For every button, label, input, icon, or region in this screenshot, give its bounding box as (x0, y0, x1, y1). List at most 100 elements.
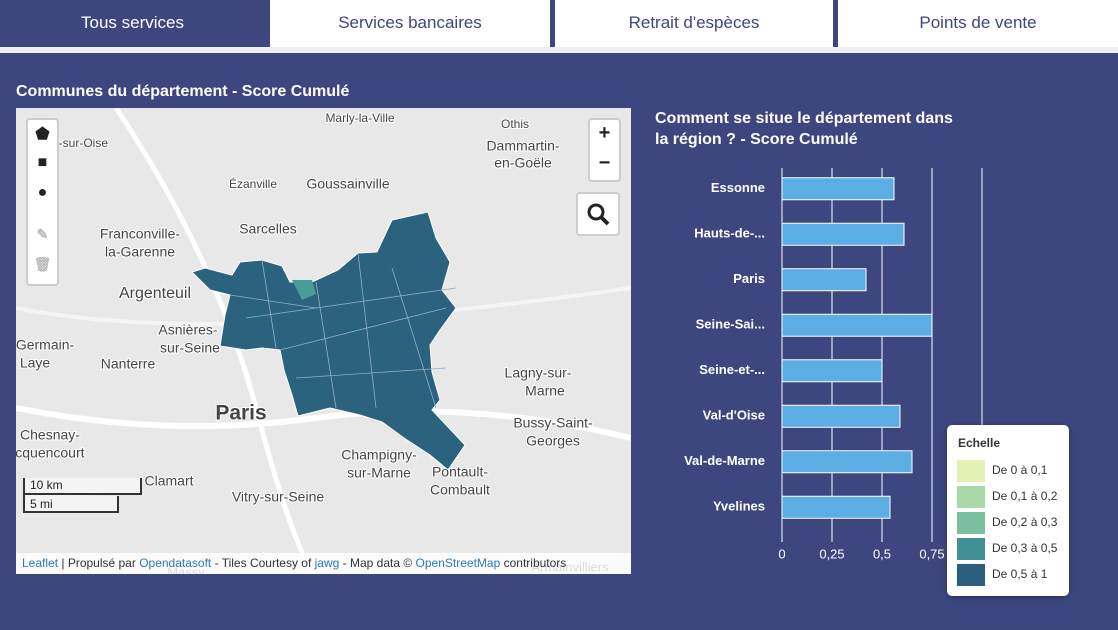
y-tick-label: Val-de-Marne (684, 453, 765, 468)
legend-swatch (957, 460, 985, 482)
legend-canvas: Echelle De 0 à 0,1 De 0,1 à 0,2 De 0,2 à 0,… (957, 436, 1058, 586)
legend-label: De 0,1 à 0,2 (992, 489, 1058, 503)
place-label: sur-Marne (347, 465, 411, 481)
bar (781, 495, 891, 519)
place-label: Vitry-sur-Seine (232, 489, 325, 505)
scale-label: 5 mi (30, 497, 53, 511)
place-label: Laye (20, 355, 51, 371)
tab-strip (0, 47, 1118, 53)
map: Marly-la-Ville Othis Méry-sur-Oise Dammarti… (16, 108, 631, 574)
y-tick-label: Seine-et-... (699, 362, 765, 377)
place-label: Clamart (144, 473, 193, 489)
legend-swatch (957, 512, 985, 534)
attribution-text[interactable]: Opendatasoft (139, 556, 212, 570)
chart-title: la région ? - Score Cumulé (655, 131, 858, 148)
commune (292, 280, 316, 300)
zoom-in[interactable]: + (598, 122, 611, 144)
zoom-control: + − (588, 118, 621, 182)
tab[interactable]: Tous services (0, 0, 265, 47)
draw-polygon[interactable]: ⬟ (35, 126, 50, 143)
place-label: Germain- (16, 337, 75, 353)
x-tick-label: 0,5 (873, 546, 891, 561)
draw-rectangle[interactable]: ■ (37, 154, 48, 171)
place-label: Georges (526, 433, 580, 449)
place-label: Bussy-Saint- (513, 415, 593, 431)
tab[interactable]: Points de vente (838, 0, 1118, 47)
place-label: Asnières- (158, 322, 217, 338)
zoom-out[interactable]: − (598, 152, 611, 174)
place-label: Nanterre (101, 356, 156, 372)
attribution-text[interactable]: jawg (314, 556, 340, 570)
search-button[interactable] (576, 192, 620, 236)
commune-borders (229, 252, 457, 409)
tab[interactable]: Retrait d'espèces (555, 0, 833, 47)
y-tick-label: Essonne (711, 180, 765, 195)
place-label: ocquencourt (16, 445, 85, 461)
legend-label: De 0 à 0,1 (992, 463, 1048, 477)
x-tick-label: 0,75 (919, 546, 944, 561)
place-label: Marne (525, 383, 565, 399)
scale-bar (23, 478, 142, 513)
bar (781, 313, 933, 337)
place-label: Combault (430, 482, 490, 498)
place-label: Argenteuil (119, 285, 191, 302)
place-label: Champigny- (341, 447, 417, 463)
legend-swatch (957, 564, 985, 586)
bar (781, 268, 867, 292)
x-tick-label: 0 (778, 546, 785, 561)
bar (781, 222, 905, 246)
place-label: la-Garenne (105, 244, 175, 260)
legend-label: De 0,3 à 0,5 (992, 541, 1058, 555)
map-title: Communes du département - Score Cumulé (16, 83, 350, 100)
place-label: Dammartin- (486, 138, 559, 154)
legend-label: De 0,5 à 1 (992, 567, 1048, 581)
bar (781, 404, 901, 428)
legend-title: Echelle (958, 436, 1000, 450)
search-icon (587, 203, 610, 226)
place-label: sur-Seine (160, 340, 220, 356)
bar (781, 450, 913, 474)
attribution-text: - Map data © (339, 556, 416, 570)
chart-title: Comment se situe le département dans (655, 110, 953, 127)
y-tick-label: Yvelines (713, 499, 765, 514)
y-tick-label: Hauts-de-... (694, 226, 765, 241)
attribution-text[interactable]: Leaflet (22, 556, 59, 570)
legend-swatch (957, 538, 985, 560)
draw-toolbar: ⬟ ■ ● ✎ 🗑 (26, 118, 59, 286)
map-legend: Echelle De 0 à 0,1 De 0,1 à 0,2 De 0,2 à 0,… (947, 425, 1069, 596)
y-tick-label: Val-d'Oise (703, 408, 765, 423)
attribution-text: - Tiles Courtesy of (211, 556, 315, 570)
place-label: Franconville- (100, 226, 180, 242)
place-label: Lagny-sur- (505, 365, 572, 381)
legend-label: De 0,2 à 0,3 (992, 515, 1058, 529)
place-label: Marly-la-Ville (325, 111, 394, 125)
x-tick-label: 0,25 (819, 546, 844, 561)
place-label: Pontault- (432, 464, 488, 480)
place-label: Ézanville (229, 176, 277, 191)
bar (781, 177, 895, 201)
road (16, 405, 631, 441)
scale-label: 10 km (30, 478, 63, 492)
place-label: Paris (215, 402, 266, 425)
place-label: Chesnay- (20, 427, 80, 443)
draw-circle[interactable]: ● (37, 184, 48, 201)
attribution-text[interactable]: OpenStreetMap (415, 556, 501, 570)
place-label: Goussainville (306, 176, 389, 192)
y-tick-label: Seine-Sai... (696, 317, 765, 332)
edit[interactable]: ✎ (36, 226, 49, 242)
chart: Comment se situe le département dans la r… (655, 110, 983, 561)
place-label: Othis (501, 117, 529, 131)
tab[interactable]: Services bancaires (270, 0, 550, 47)
road (113, 108, 318, 574)
attribution-text: | Propulsé par (58, 556, 140, 570)
y-tick-label: Paris (733, 271, 765, 286)
place-label: en-Goële (494, 155, 552, 171)
bar (781, 359, 883, 383)
attribution-text: contributors (500, 556, 567, 570)
place-label: Sarcelles (239, 221, 297, 237)
department-shape (191, 211, 466, 471)
delete[interactable]: 🗑 (33, 256, 52, 272)
legend-swatch (957, 486, 985, 508)
